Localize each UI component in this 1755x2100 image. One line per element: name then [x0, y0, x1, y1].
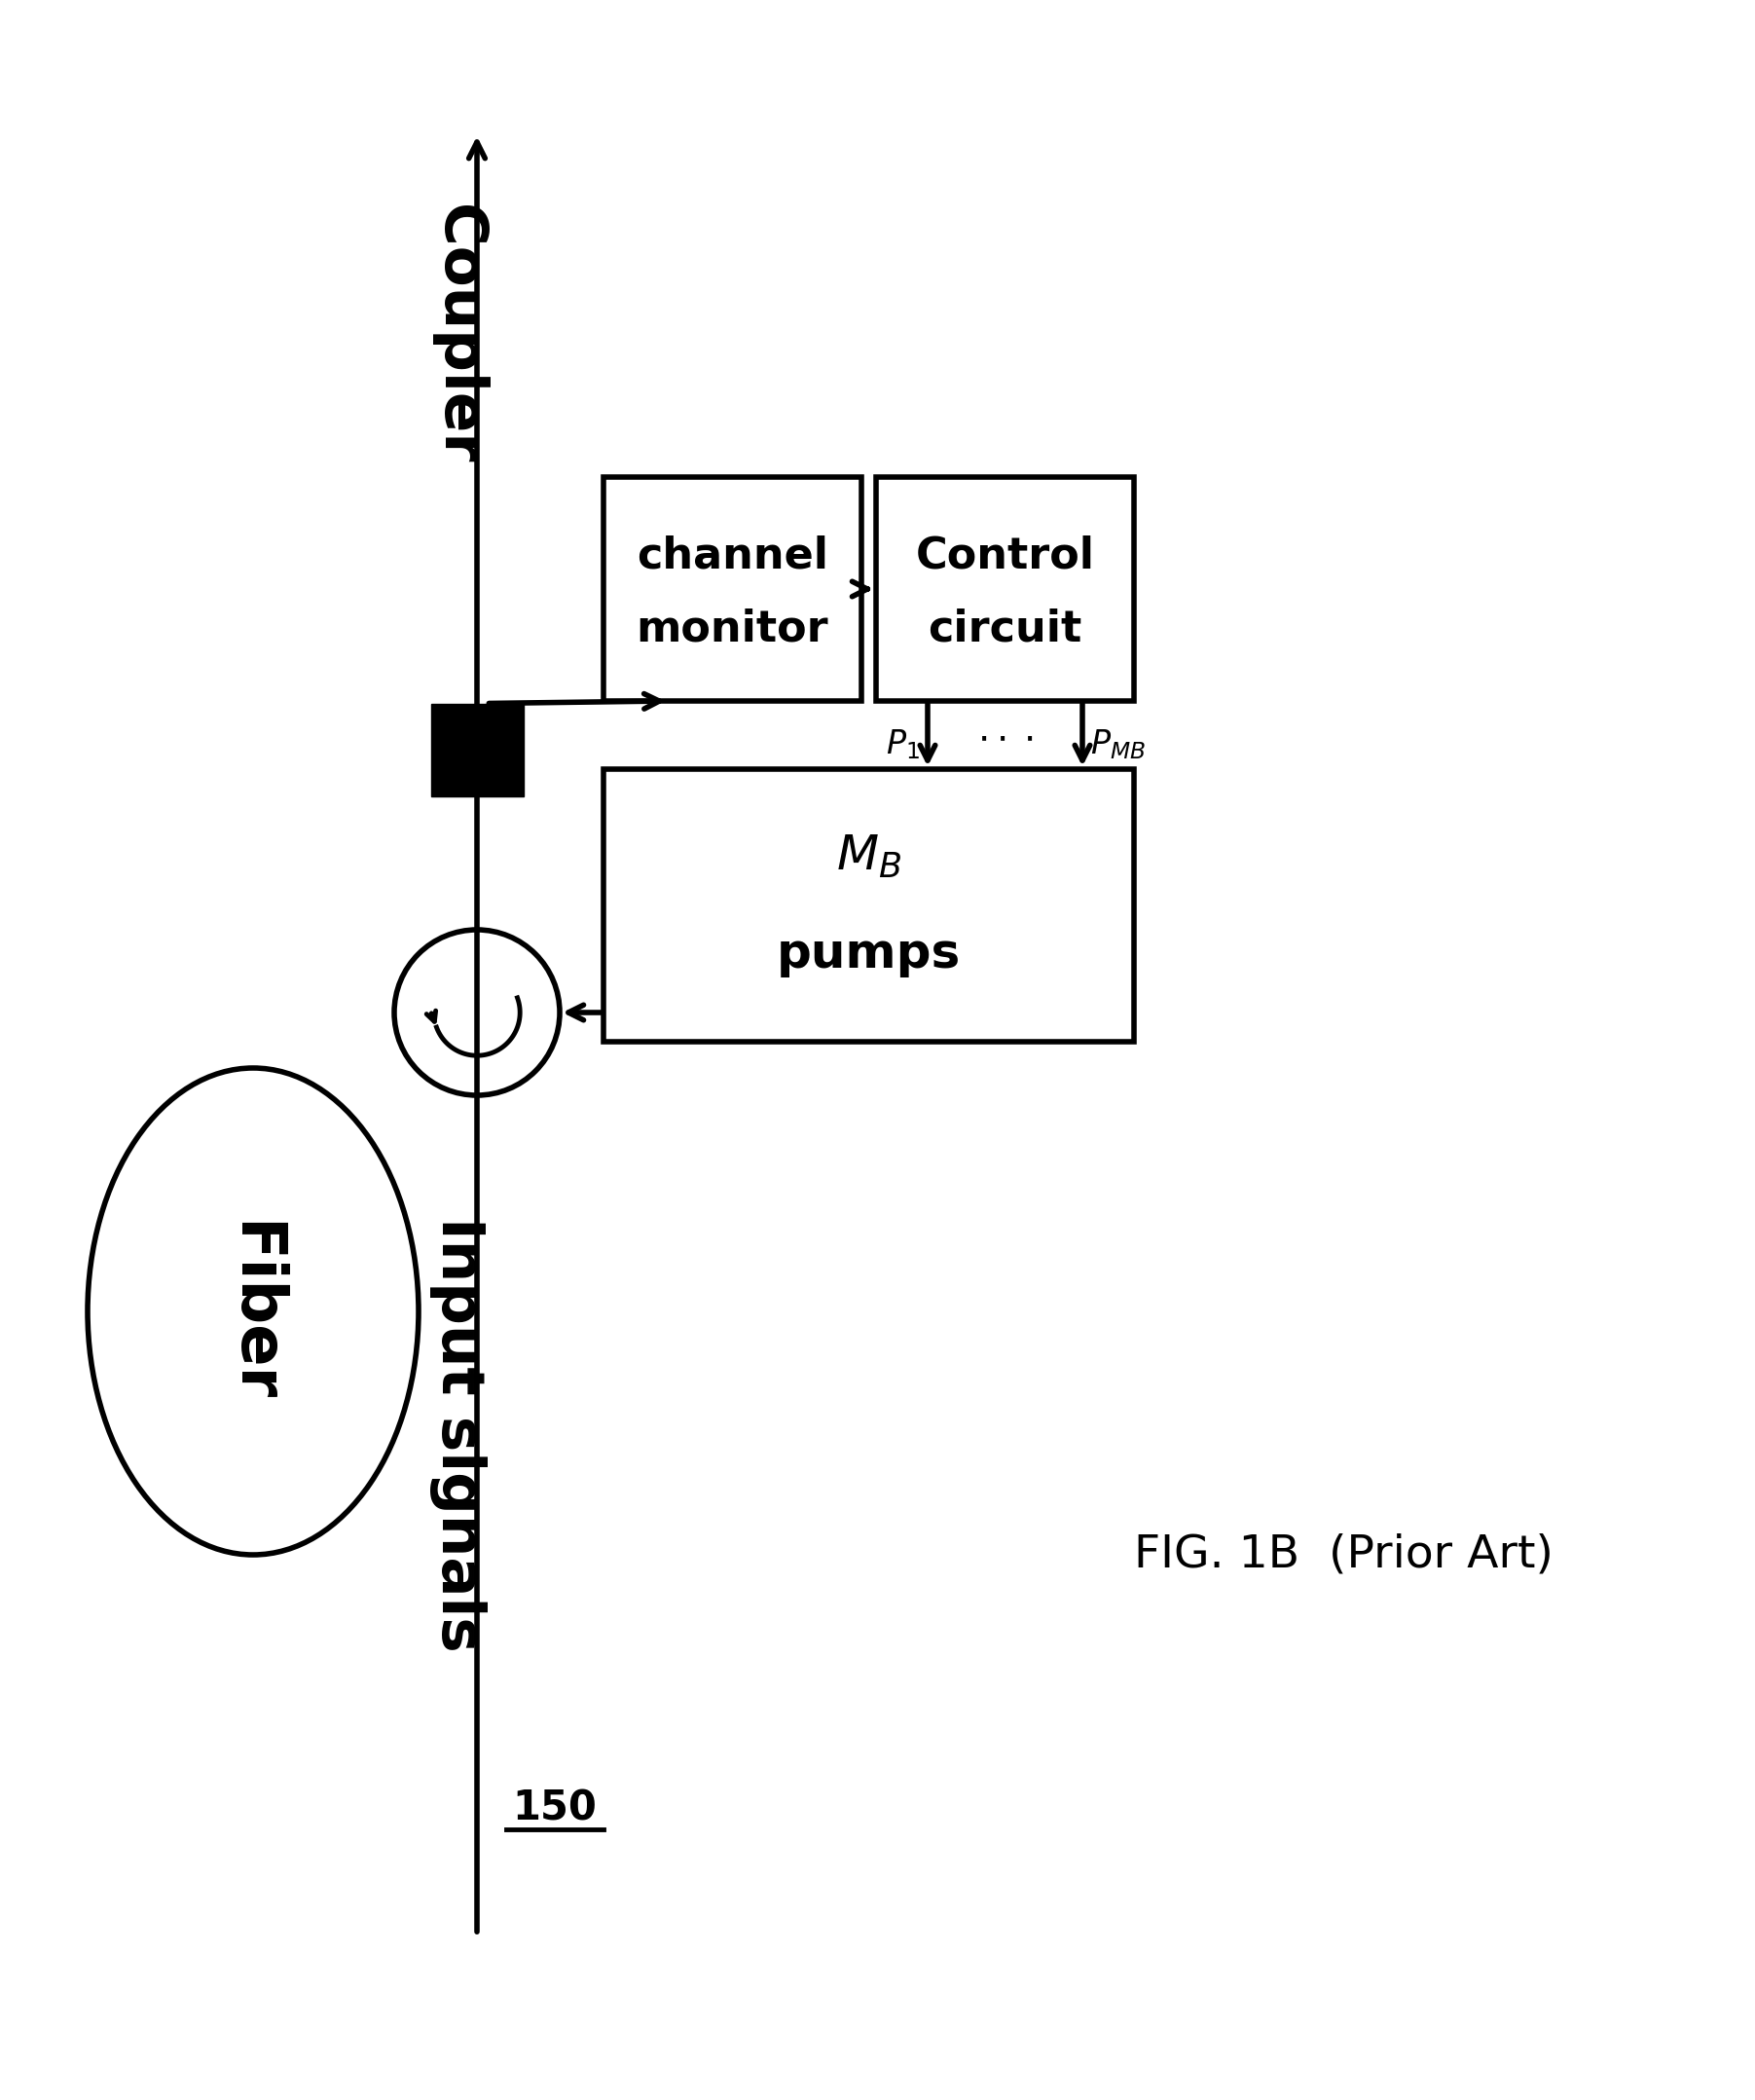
Bar [876, 477, 1134, 701]
Bar [430, 704, 523, 796]
Text: Coupler: Coupler [428, 206, 486, 464]
Text: $\cdot\cdot\cdot$: $\cdot\cdot\cdot$ [978, 720, 1034, 758]
Text: FIG. 1B  (Prior Art): FIG. 1B (Prior Art) [1134, 1533, 1553, 1577]
Text: 150: 150 [512, 1787, 597, 1829]
Text: $P_1$: $P_1$ [886, 727, 920, 762]
Text: Control: Control [916, 535, 1095, 575]
Circle shape [395, 930, 560, 1096]
Text: pumps: pumps [777, 930, 960, 979]
Text: monitor: monitor [637, 609, 828, 651]
Text: $P_{MB}$: $P_{MB}$ [1090, 727, 1146, 762]
Bar [604, 477, 862, 701]
Text: $M_B$: $M_B$ [835, 834, 902, 880]
Text: Fiber: Fiber [223, 1220, 283, 1403]
Text: Input signals: Input signals [428, 1218, 486, 1653]
Text: circuit: circuit [928, 609, 1083, 651]
Bar [604, 769, 1134, 1042]
Text: channel: channel [637, 535, 828, 575]
